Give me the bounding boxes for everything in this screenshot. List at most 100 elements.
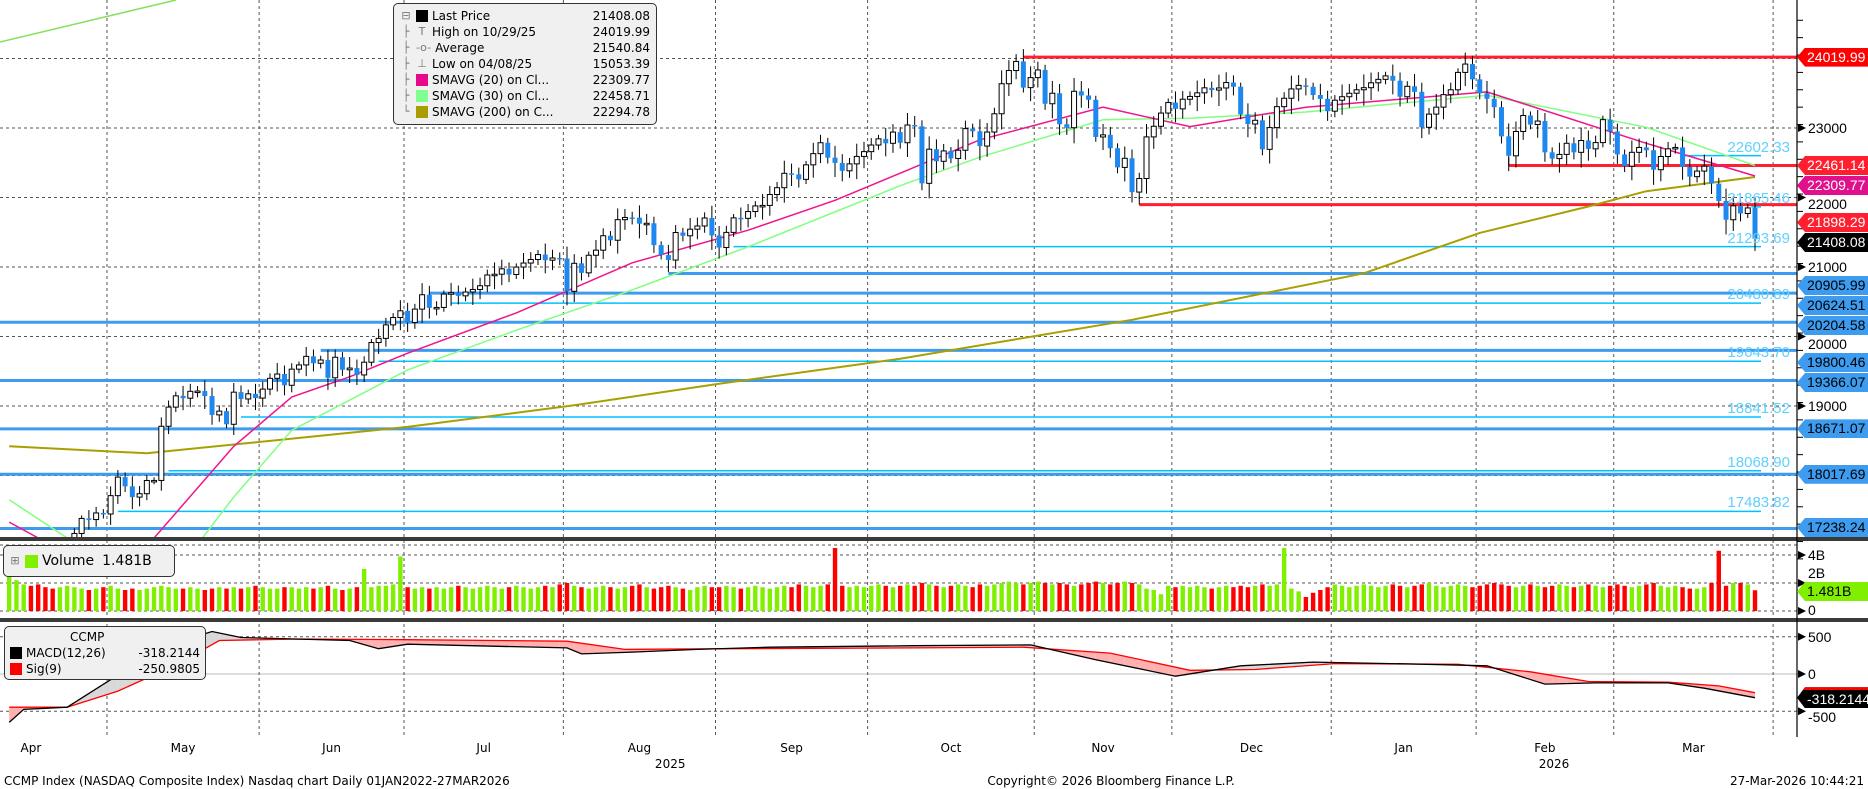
volume-bar (955, 584, 961, 611)
volume-bar (1216, 587, 1222, 611)
macd-histogram-fill (1103, 652, 1111, 663)
candle (1744, 204, 1751, 219)
collapse-icon[interactable]: ⊟ (401, 9, 411, 22)
volume-bar (1600, 587, 1606, 611)
volume-bar (231, 587, 236, 611)
legend-signal[interactable]: Sig(9) -250.9805 (10, 661, 200, 677)
axis-tick-label: 0 (1808, 602, 1816, 618)
volume-bar (1050, 584, 1055, 611)
candle (1419, 82, 1425, 139)
candle (1390, 64, 1396, 95)
candle-body (332, 356, 339, 379)
volume-bar (1542, 587, 1548, 611)
expand-icon[interactable]: ⊞ (10, 554, 20, 567)
candle-body (1571, 143, 1577, 153)
axis-tick-label: 500 (1808, 628, 1832, 645)
panel-divider[interactable] (0, 537, 1868, 541)
volume-bar (1274, 584, 1280, 611)
candle (462, 287, 469, 302)
candle (469, 278, 476, 305)
candle (846, 158, 853, 178)
volume-bar (738, 588, 744, 611)
candle (592, 240, 599, 268)
sma30-line (8, 94, 1756, 537)
candle (868, 138, 875, 160)
candle (1628, 140, 1635, 181)
candle (1455, 68, 1461, 95)
volume-bar (354, 587, 360, 611)
candle-body (259, 388, 266, 399)
macd-histogram-fill (96, 684, 104, 698)
volume-bar (369, 587, 374, 611)
legend-macd[interactable]: MACD(12,26) -318.2144 (10, 645, 200, 661)
volume-bar (1057, 583, 1062, 611)
volume-bar (1615, 584, 1620, 611)
candle-body (817, 142, 824, 155)
candle-body (339, 357, 345, 370)
legend-high[interactable]: ├ T High on 10/29/25 24019.99 (400, 24, 650, 40)
candle (607, 231, 613, 246)
volume-bar (209, 588, 215, 611)
volume-bar (1223, 585, 1229, 611)
candle-body (672, 232, 679, 261)
candle-body (1201, 87, 1208, 94)
panel-divider[interactable] (0, 618, 1868, 622)
macd-histogram-fill (88, 688, 97, 701)
legend-low[interactable]: ├ ⊥ Low on 04/08/25 15053.39 (400, 56, 650, 72)
axis-tick-label: 4B (1808, 547, 1826, 563)
axis-arrow-icon (1798, 332, 1806, 341)
candle (1143, 123, 1150, 194)
candle-body (940, 150, 947, 162)
volume-bar (130, 588, 135, 611)
volume-bar (543, 585, 548, 611)
volume-legend[interactable]: ⊞ Volume 1.481B (3, 545, 175, 577)
candle-body (1665, 148, 1672, 157)
candle (143, 475, 150, 501)
month-label: Oct (940, 741, 962, 755)
price-axis-value-label: 20624.51 (1797, 296, 1868, 315)
candle (1614, 123, 1620, 164)
month-label: Jul (476, 741, 491, 755)
macd-legend[interactable]: CCMP MACD(12,26) -318.2144 Sig(9) -250.980… (4, 626, 206, 680)
candle (1672, 143, 1679, 154)
price-legend[interactable]: ⊟ Last Price 21408.08 ├ T High on 10/29/25 24… (393, 3, 657, 125)
volume-bar (1209, 588, 1214, 611)
candle (1027, 66, 1034, 102)
candle-body (143, 480, 150, 495)
candle-body (1599, 119, 1606, 144)
candle (889, 124, 896, 153)
volume-bar (869, 585, 874, 611)
volume-bar (122, 590, 128, 611)
candle-body (1238, 86, 1244, 115)
macd-histogram-fill (1537, 672, 1545, 685)
macd-histogram-fill (356, 639, 365, 645)
legend-sma30[interactable]: ├ SMAVG (30) on Cl... 22458.71 (400, 88, 650, 104)
candle (303, 346, 310, 377)
candle-body (723, 231, 730, 249)
legend-sma200[interactable]: └ SMAVG (200) on C... 22294.78 (400, 104, 650, 120)
macd-histogram-fill (1168, 665, 1176, 677)
volume-bar (1470, 587, 1475, 611)
volume-bar (1064, 584, 1070, 611)
candle (216, 405, 223, 422)
legend-last-price[interactable]: ⊟ Last Price 21408.08 (401, 9, 650, 23)
legend-average[interactable]: ├ -o- Average 21540.84 (400, 40, 650, 56)
candle-body (151, 479, 158, 483)
candle (491, 262, 498, 290)
volume-bar (1665, 587, 1671, 611)
macd-histogram-fill (595, 645, 604, 654)
candle-body (1107, 134, 1113, 149)
candle (1310, 82, 1316, 100)
candle-body (1412, 86, 1418, 92)
legend-sma20[interactable]: ├ SMAVG (20) on Cl... 22309.77 (400, 72, 650, 88)
volume-bar (492, 587, 497, 611)
candle-body (774, 187, 781, 196)
volume-bar (1687, 588, 1693, 611)
candle-body (1353, 89, 1360, 94)
macd-histogram-fill (1269, 663, 1277, 669)
candle (564, 246, 570, 306)
candle (694, 217, 701, 240)
macd-histogram-fill (1247, 665, 1256, 670)
volume-bar (629, 585, 635, 611)
macd-histogram-fill (1110, 653, 1118, 665)
